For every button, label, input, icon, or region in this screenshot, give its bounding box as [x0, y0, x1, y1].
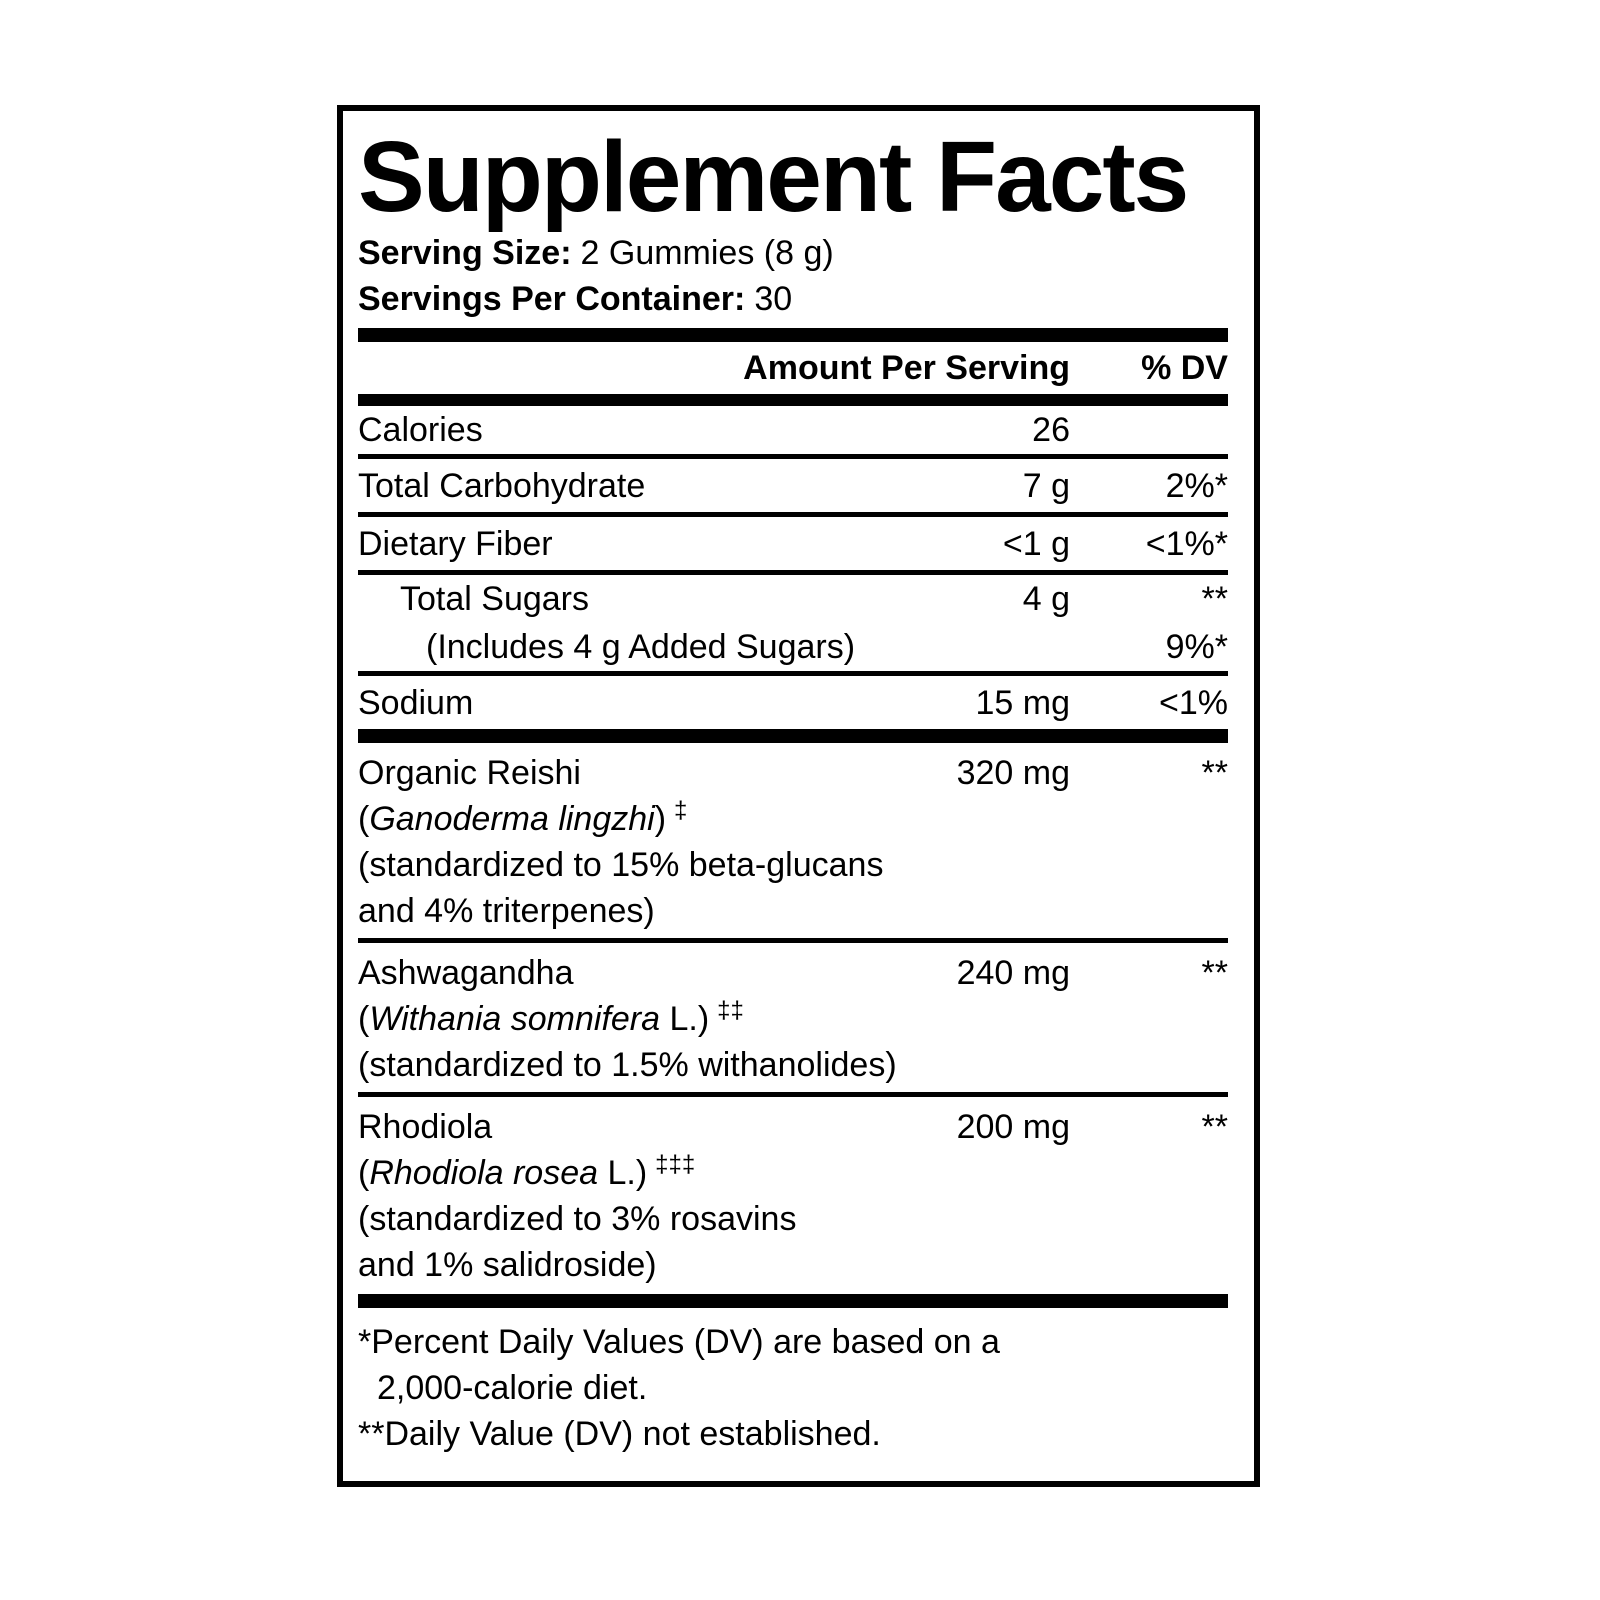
botanical-paren: ( — [358, 1154, 370, 1192]
divider-thin — [358, 938, 1228, 943]
nutrient-name: Calories — [358, 411, 483, 449]
nutrient-dv: ** — [1201, 580, 1228, 618]
divider-thick-top — [358, 328, 1228, 342]
botanical-suffix: L.) — [598, 1154, 648, 1192]
header-amount-per-serving: Amount Per Serving — [743, 348, 1070, 387]
botanical-name: Withania somnifera — [369, 1000, 661, 1038]
dagger-mark: ‡‡‡ — [655, 1150, 696, 1178]
ingredient-standardization-line: (standardized to 3% rosavins — [358, 1200, 797, 1238]
ingredient-block-rhodiola: Rhodiola 200 mg ** (Rhodiola rosea L.) ‡‡… — [358, 1097, 1228, 1294]
ingredient-standardization-line: (standardized to 1.5% withanolides) — [358, 1046, 897, 1084]
table-row-total-carbohydrate: Total Carbohydrate 7 g 2%* — [358, 459, 1228, 512]
ingredient-dv: ** — [1201, 954, 1228, 992]
nutrient-amount: 4 g — [1022, 580, 1070, 618]
supplement-facts-panel: Supplement Facts Serving Size: 2 Gummies … — [337, 105, 1260, 1487]
ingredient-standardization-line: and 1% salidroside) — [358, 1246, 657, 1284]
ingredient-botanical-line: (Rhodiola rosea L.) ‡‡‡ — [358, 1150, 1228, 1196]
total-sugars-line: Total Sugars 4 g ** — [358, 575, 1228, 623]
divider-thin — [358, 512, 1228, 517]
dagger-mark: ‡‡ — [717, 996, 744, 1024]
nutrient-amount: 15 mg — [975, 683, 1071, 722]
nutrient-dv: 9%* — [1165, 628, 1228, 666]
nutrient-name: Total Carbohydrate — [358, 466, 646, 505]
ingredient-amount: 240 mg — [956, 954, 1070, 992]
panel-title: Supplement Facts — [358, 121, 1189, 233]
divider-thin — [358, 671, 1228, 676]
botanical-suffix: L.) — [660, 1000, 710, 1038]
ingredient-main-line: Organic Reishi 320 mg ** — [358, 750, 1228, 796]
ingredient-main-line: Ashwagandha 240 mg ** — [358, 950, 1228, 996]
ingredient-block-organic-reishi: Organic Reishi 320 mg ** (Ganoderma ling… — [358, 743, 1228, 938]
botanical-name: Rhodiola rosea — [369, 1154, 599, 1192]
divider-thin — [358, 454, 1228, 459]
nutrient-amount: <1 g — [1002, 524, 1070, 563]
servings-per-container-value: 30 — [754, 280, 793, 318]
header-percent-dv: % DV — [1141, 348, 1228, 387]
footnotes-section: *Percent Daily Values (DV) are based on … — [358, 1308, 1228, 1457]
nutrient-dv: <1%* — [1145, 524, 1228, 563]
divider-thin — [358, 1092, 1228, 1097]
nutrient-name: Total Sugars — [400, 580, 589, 618]
table-header-row: Amount Per Serving % DV — [358, 342, 1228, 394]
footnote-dv-basis-continued: 2,000-calorie diet. — [377, 1369, 648, 1407]
ingredient-standardization-line: (standardized to 15% beta-glucans — [358, 846, 884, 884]
botanical-paren: ( — [358, 1000, 370, 1038]
ingredient-botanical-line: (Ganoderma lingzhi) ‡ — [358, 796, 1228, 842]
footnote-dv-not-established: **Daily Value (DV) not established. — [358, 1415, 881, 1453]
ingredient-name: Ashwagandha — [358, 954, 574, 992]
botanical-suffix: ) — [654, 800, 667, 838]
serving-size-value: 2 Gummies (8 g) — [580, 234, 834, 272]
ingredient-botanical-line: (Withania somnifera L.) ‡‡ — [358, 996, 1228, 1042]
botanical-paren: ( — [358, 800, 370, 838]
ingredient-dv: ** — [1201, 754, 1228, 792]
nutrient-amount: 7 g — [1022, 466, 1070, 505]
ingredient-dv: ** — [1201, 1108, 1228, 1146]
ingredient-name: Organic Reishi — [358, 754, 581, 792]
table-row-dietary-fiber: Dietary Fiber <1 g <1%* — [358, 517, 1228, 570]
nutrient-dv: <1% — [1159, 683, 1228, 722]
nutrient-name: Dietary Fiber — [358, 524, 553, 563]
added-sugars-line: (Includes 4 g Added Sugars) 9%* — [358, 623, 1228, 671]
ingredient-main-line: Rhodiola 200 mg ** — [358, 1104, 1228, 1150]
ingredient-amount: 320 mg — [956, 754, 1070, 792]
ingredient-block-ashwagandha: Ashwagandha 240 mg ** (Withania somnifer… — [358, 943, 1228, 1092]
servings-per-container-line: Servings Per Container: 30 — [358, 276, 1228, 322]
dagger-mark: ‡ — [674, 796, 688, 824]
nutrient-dv: 2%* — [1165, 466, 1228, 505]
footnote-dv-basis: *Percent Daily Values (DV) are based on … — [358, 1323, 1000, 1361]
nutrient-name: (Includes 4 g Added Sugars) — [426, 628, 856, 666]
serving-size-label: Serving Size: — [358, 234, 572, 272]
servings-per-container-label: Servings Per Container: — [358, 280, 746, 318]
ingredient-name: Rhodiola — [358, 1108, 493, 1146]
serving-size-line: Serving Size: 2 Gummies (8 g) — [358, 230, 1228, 276]
divider-thick-middle — [358, 729, 1228, 743]
table-row-calories: Calories 26 — [358, 406, 1228, 454]
botanical-name: Ganoderma lingzhi — [369, 800, 655, 838]
divider-under-header — [358, 394, 1228, 406]
divider-thick-bottom — [358, 1294, 1228, 1308]
nutrient-amount: 26 — [1032, 411, 1070, 449]
table-row-total-sugars: Total Sugars 4 g ** (Includes 4 g Added … — [358, 575, 1228, 671]
ingredient-amount: 200 mg — [956, 1108, 1070, 1146]
table-row-sodium: Sodium 15 mg <1% — [358, 676, 1228, 729]
ingredient-standardization-line: and 4% triterpenes) — [358, 892, 655, 930]
divider-thin — [358, 570, 1228, 575]
nutrient-name: Sodium — [358, 683, 474, 722]
